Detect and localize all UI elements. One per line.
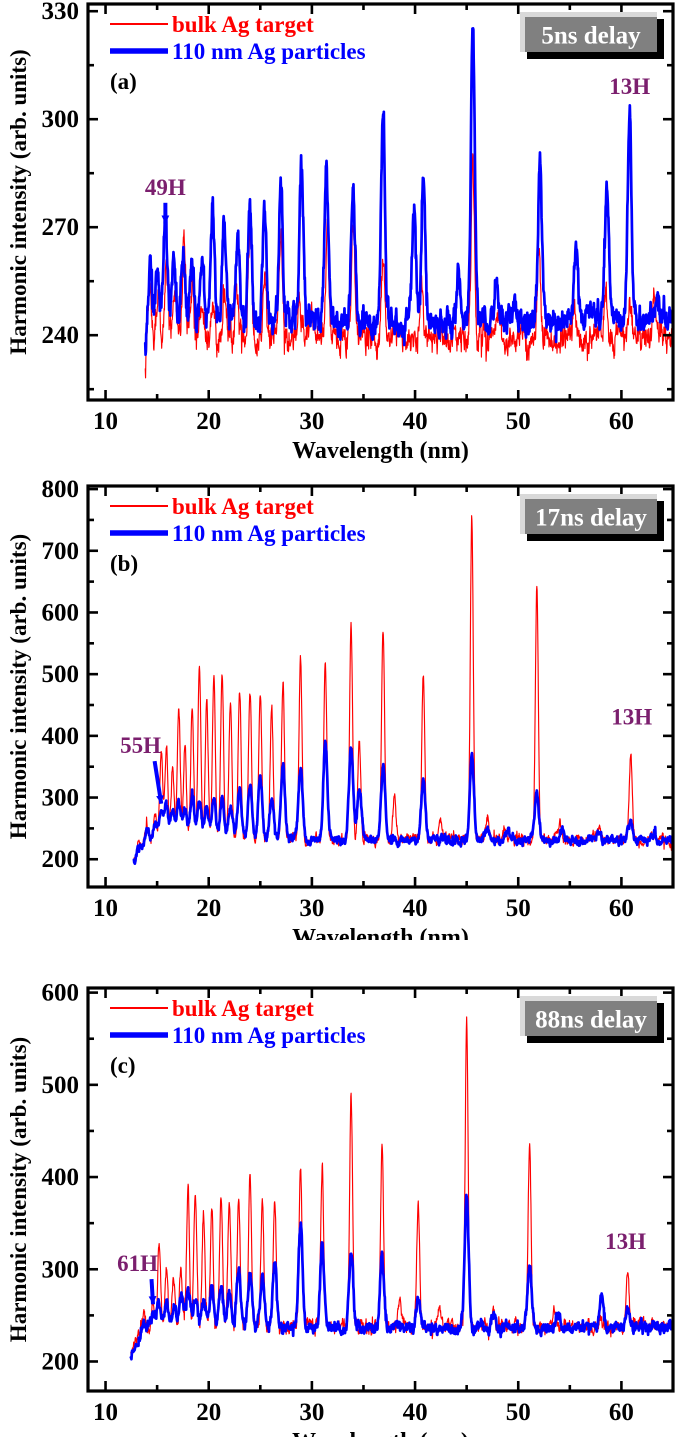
y-tick-label: 200 <box>42 846 80 873</box>
legend-label-bulk: bulk Ag target <box>172 996 314 1021</box>
legend-label-bulk: bulk Ag target <box>172 494 314 519</box>
plot-canvas: 200 300 400 500 600 10 20 30 40 50 60 Wavelength (n… <box>6 980 675 1437</box>
y-tick-label: 500 <box>42 661 80 688</box>
x-tick-label: 50 <box>506 1399 531 1426</box>
plot-frame <box>86 2 675 402</box>
cutoff-harmonic-label: 61H <box>117 1251 158 1276</box>
plot-frame <box>86 986 675 1393</box>
delay-badge-label: 17ns delay <box>535 505 647 532</box>
cutoff-harmonic-label: 55H <box>120 733 161 758</box>
trace-110nm-ag-particles <box>132 739 672 866</box>
panel-tag: (a) <box>110 69 137 94</box>
y-tick-label: 600 <box>42 599 80 626</box>
x-tick-label: 10 <box>93 1399 118 1426</box>
long-wavelength-harmonic-label: 13H <box>605 1229 646 1254</box>
y-tick-label: 300 <box>42 1256 80 1283</box>
panel-tag: (b) <box>110 551 138 576</box>
delay-badge-face <box>525 499 657 534</box>
delay-badge: 5ns delay <box>520 12 664 59</box>
x-tick-label: 50 <box>506 895 531 922</box>
y-tick-label: 200 <box>42 1348 80 1375</box>
spectrum-panel-c: 200 300 400 500 600 10 20 30 40 50 60 Wavelength (n… <box>0 940 681 1437</box>
y-tick-label: 330 <box>42 0 80 25</box>
long-wavelength-harmonic-label: 13H <box>611 705 652 730</box>
y-tick-label: 400 <box>42 723 80 750</box>
y-tick-label: 300 <box>42 106 80 133</box>
x-tick-label: 40 <box>403 895 428 922</box>
y-tick-label: 600 <box>42 980 80 1007</box>
delay-badge: 17ns delay <box>520 494 664 541</box>
delay-badge: 88ns delay <box>520 996 664 1043</box>
traces-group <box>143 26 672 379</box>
spectrum-panel-b: 200 300 400 500 600 700 800 10 20 30 40 50 60 Wavelen… <box>0 470 681 940</box>
delay-badge-label: 5ns delay <box>541 23 641 50</box>
x-tick-label: 20 <box>196 895 221 922</box>
y-tick-label: 300 <box>42 785 80 812</box>
x-tick-label: 60 <box>609 408 634 435</box>
spectrum-panel-a: 240 270 300 330 10 20 30 40 50 60 Wavelength (nm) H… <box>0 0 681 470</box>
x-tick-label: 10 <box>93 408 118 435</box>
legend-label-particles: 110 nm Ag particles <box>172 1023 366 1048</box>
y-tick-label: 270 <box>42 214 80 241</box>
x-tick-label: 30 <box>299 895 324 922</box>
y-tick-label: 500 <box>42 1072 80 1099</box>
panel-tag: (c) <box>110 1053 136 1078</box>
y-tick-label: 400 <box>42 1164 80 1191</box>
x-axis-title: Wavelength (nm) <box>292 1429 469 1437</box>
y-tick-label: 800 <box>42 476 80 503</box>
x-tick-label: 30 <box>299 1399 324 1426</box>
y-axis-title: Harmonic intensity (arb. units) <box>6 1037 31 1342</box>
delay-badge-face <box>525 1001 657 1036</box>
x-tick-label: 50 <box>506 408 531 435</box>
legend-label-particles: 110 nm Ag particles <box>172 521 366 546</box>
trace-110nm-ag-particles <box>129 1193 672 1361</box>
y-axis-title: Harmonic intensity (arb. units) <box>6 49 31 354</box>
x-tick-label: 40 <box>403 1399 428 1426</box>
y-axis-title: Harmonic intensity (arb. units) <box>6 534 31 839</box>
x-axis-title: Wavelength (nm) <box>292 925 469 940</box>
trace-bulk-ag-target <box>144 153 672 379</box>
cutoff-harmonic-label: 49H <box>145 175 186 200</box>
x-tick-label: 20 <box>196 408 221 435</box>
x-tick-label: 40 <box>403 408 428 435</box>
axis-ticks <box>88 4 675 400</box>
traces-group <box>129 1016 672 1361</box>
legend-label-bulk: bulk Ag target <box>172 12 314 37</box>
annotation-arrowhead <box>161 215 170 224</box>
trace-110nm-ag-particles <box>143 26 672 357</box>
axis-ticks <box>88 988 675 1391</box>
y-tick-label: 700 <box>42 538 80 565</box>
axis-ticks <box>88 486 675 887</box>
annotation-arrowhead <box>156 795 164 804</box>
plot-frame <box>86 484 675 889</box>
y-tick-label: 240 <box>42 322 80 349</box>
delay-badge-label: 88ns delay <box>535 1007 647 1034</box>
x-tick-label: 20 <box>196 1399 221 1426</box>
annotation-arrowhead <box>148 1295 157 1305</box>
x-axis-title: Wavelength (nm) <box>292 438 469 464</box>
legend-label-particles: 110 nm Ag particles <box>172 39 366 64</box>
x-tick-label: 10 <box>93 895 118 922</box>
plot-canvas: 240 270 300 330 10 20 30 40 50 60 Wavelength (nm) H… <box>6 0 675 464</box>
x-tick-label: 30 <box>299 408 324 435</box>
long-wavelength-harmonic-label: 13H <box>609 74 650 99</box>
delay-badge-face <box>525 17 657 52</box>
x-tick-label: 60 <box>609 1399 634 1426</box>
plot-canvas: 200 300 400 500 600 700 800 10 20 30 40 50 60 Wavelen… <box>6 476 675 940</box>
x-tick-label: 60 <box>609 895 634 922</box>
traces-group <box>132 515 672 866</box>
